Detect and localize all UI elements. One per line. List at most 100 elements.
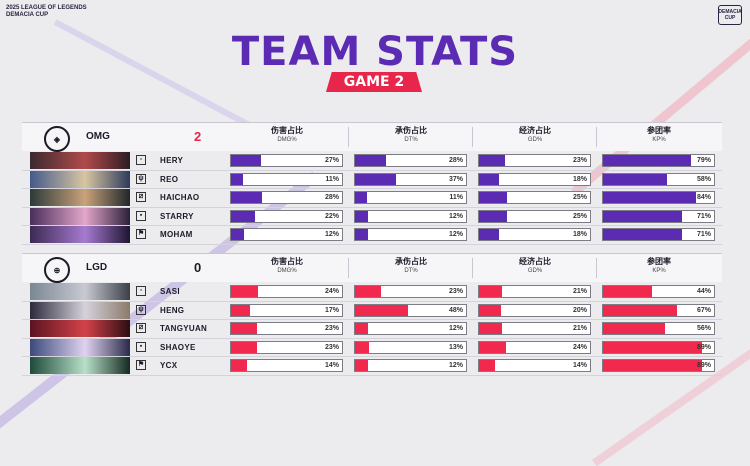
champion-splash-image [30,152,130,169]
stat-bar-fill [603,323,666,334]
column-header-gd: 经济占比 GD% [476,126,594,144]
champion-splash-image [30,226,130,243]
stat-bar-fill [231,286,258,297]
stat-value: 28% [324,194,339,201]
column-header-en: KP% [652,137,666,143]
stat-bar-fill [231,360,247,371]
stat-bar-fill [603,341,702,353]
column-header-cn: 参团率 [647,126,671,135]
stat-value: 58% [696,175,711,183]
stat-bar-fill [603,360,702,371]
bot-lane-icon: ▪ [136,210,146,221]
stat-value: 23% [448,288,463,295]
stat-bar-fill [355,360,369,371]
bot-lane-icon: ▪ [136,341,146,352]
stat-bar-fill [603,304,678,316]
page-title: TEAM STATS [231,29,519,75]
column-divider [348,258,349,278]
stat-value: 24% [572,343,587,351]
champion-splash-image [30,189,130,206]
game-badge: GAME 2 [326,72,422,92]
stat-value: 17% [324,306,339,314]
stat-value: 25% [572,194,587,201]
stat-bar-dmg: 14% [230,359,343,372]
player-name: HERY [160,156,184,165]
stat-value: 44% [696,288,711,295]
player-row: ψ HENG 17% 48% 20% 67% [22,301,722,320]
event-title: 2025 LEAGUE OF LEGENDS DEMACIA CUP [6,5,87,19]
column-header-en: GD% [527,137,543,143]
column-header-dt: 承伤占比 DT% [352,257,470,275]
stat-value: 18% [572,231,587,238]
stat-bar-dt: 13% [354,340,467,354]
player-row: ▫ HERY 27% 28% 23% 79% [22,152,722,170]
stat-bar-fill [231,210,256,222]
team-header: ⊕ LGD 0 伤害占比 DMG% 承伤占比 DT% 经济占比 GD% 参团率 KP% [22,253,722,283]
stat-bar-fill [479,304,502,316]
stat-bar-dt: 28% [354,154,467,167]
stat-bar-fill [231,323,257,334]
stat-value: 12% [448,212,463,220]
column-header-dmg: 伤害占比 DMG% [228,257,346,275]
column-divider [596,258,597,278]
stat-bar-fill [231,304,250,316]
column-header-cn: 经济占比 [519,257,551,266]
stat-value: 12% [448,231,463,238]
stat-bar-dt: 12% [354,322,467,335]
stat-bar-dt: 23% [354,285,467,298]
stat-value: 79% [696,157,711,164]
champion-splash-image [30,283,130,300]
column-header-en: GD% [527,268,543,274]
stat-bar-fill [479,229,499,240]
stat-bar-kp: 67% [602,303,715,317]
stat-bar-fill [479,192,507,203]
row-divider [22,356,722,357]
stat-bar-kp: 89% [602,359,715,372]
stat-bar-fill [603,173,668,185]
stat-value: 14% [324,362,339,369]
stat-value: 89% [696,362,711,369]
stat-value: 28% [448,157,463,164]
omg-logo-icon: ◈ [44,126,70,152]
column-header-en: DT% [404,137,418,143]
event-title-line2: DEMACIA CUP [6,12,49,18]
top-lane-icon: ▫ [136,155,146,165]
stat-bar-gd: 23% [478,154,591,167]
player-name: SASI [160,287,180,296]
column-header-dmg: 伤害占比 DMG% [228,126,346,144]
stat-value: 25% [572,212,587,220]
stat-bar-dt: 48% [354,303,467,317]
champion-splash-image [30,170,130,188]
stat-value: 12% [324,231,339,238]
jungle-icon: ψ [136,304,146,315]
event-logo-icon: DEMACIA CUP [718,5,742,25]
champion-splash-image [30,338,130,356]
stat-value: 21% [572,325,587,332]
column-divider [472,258,473,278]
champion-splash-image [30,357,130,374]
team-name: LGD [86,262,108,273]
stat-value: 21% [572,288,587,295]
stat-bar-fill [603,229,682,240]
stat-bar-dmg: 22% [230,209,343,223]
row-divider [22,319,722,320]
player-row: ⚑ MOHAM 12% 12% 18% 71% [22,226,722,244]
stat-bar-gd: 25% [478,209,591,223]
champion-splash-image [30,320,130,337]
player-name: HAICHAO [160,193,200,202]
stat-bar-kp: 71% [602,209,715,223]
stat-bar-gd: 25% [478,191,591,204]
stat-bar-fill [231,173,244,185]
stat-bar-gd: 14% [478,359,591,372]
stat-bar-fill [603,155,691,166]
stat-bar-kp: 89% [602,340,715,354]
stat-value: 13% [448,343,463,351]
stat-bar-dt: 12% [354,359,467,372]
player-row: ▪ STARRY 22% 12% 25% 71% [22,207,722,226]
stat-bar-kp: 71% [602,228,715,241]
lgd-logo-icon: ⊕ [44,257,70,283]
stat-bar-fill [479,286,503,297]
team-score: 2 [194,129,202,144]
stat-value: 71% [696,231,711,238]
stat-value: 23% [324,325,339,332]
